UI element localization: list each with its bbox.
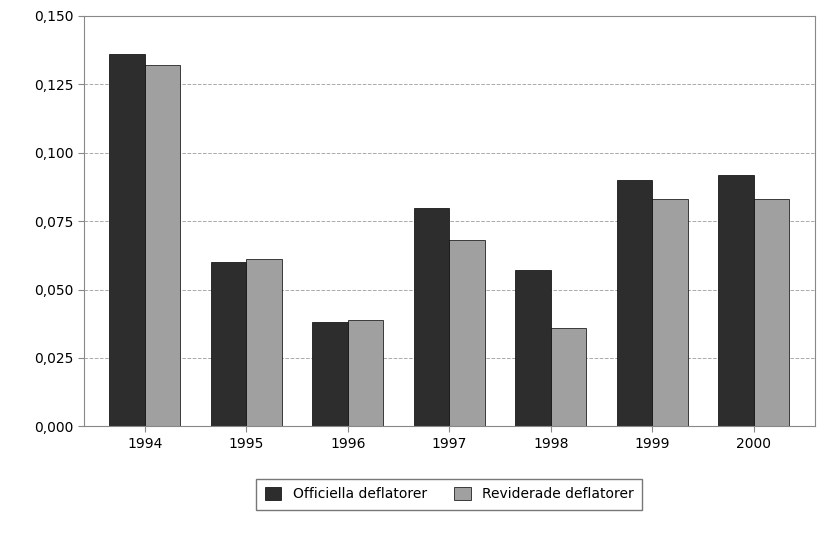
Bar — [516, 270, 551, 426]
Legend: Officiella deflatorer, Reviderade deflatorer: Officiella deflatorer, Reviderade deflat… — [256, 479, 643, 510]
Bar — [551, 328, 586, 426]
Bar — [449, 240, 485, 426]
Bar — [348, 320, 383, 426]
Bar — [312, 322, 348, 426]
Bar — [109, 54, 144, 426]
Bar — [144, 65, 181, 426]
Bar — [617, 180, 653, 426]
Bar — [211, 262, 246, 426]
Bar — [246, 260, 282, 426]
Bar — [414, 207, 449, 426]
Bar — [718, 175, 754, 426]
Bar — [653, 199, 688, 426]
Bar — [754, 199, 790, 426]
